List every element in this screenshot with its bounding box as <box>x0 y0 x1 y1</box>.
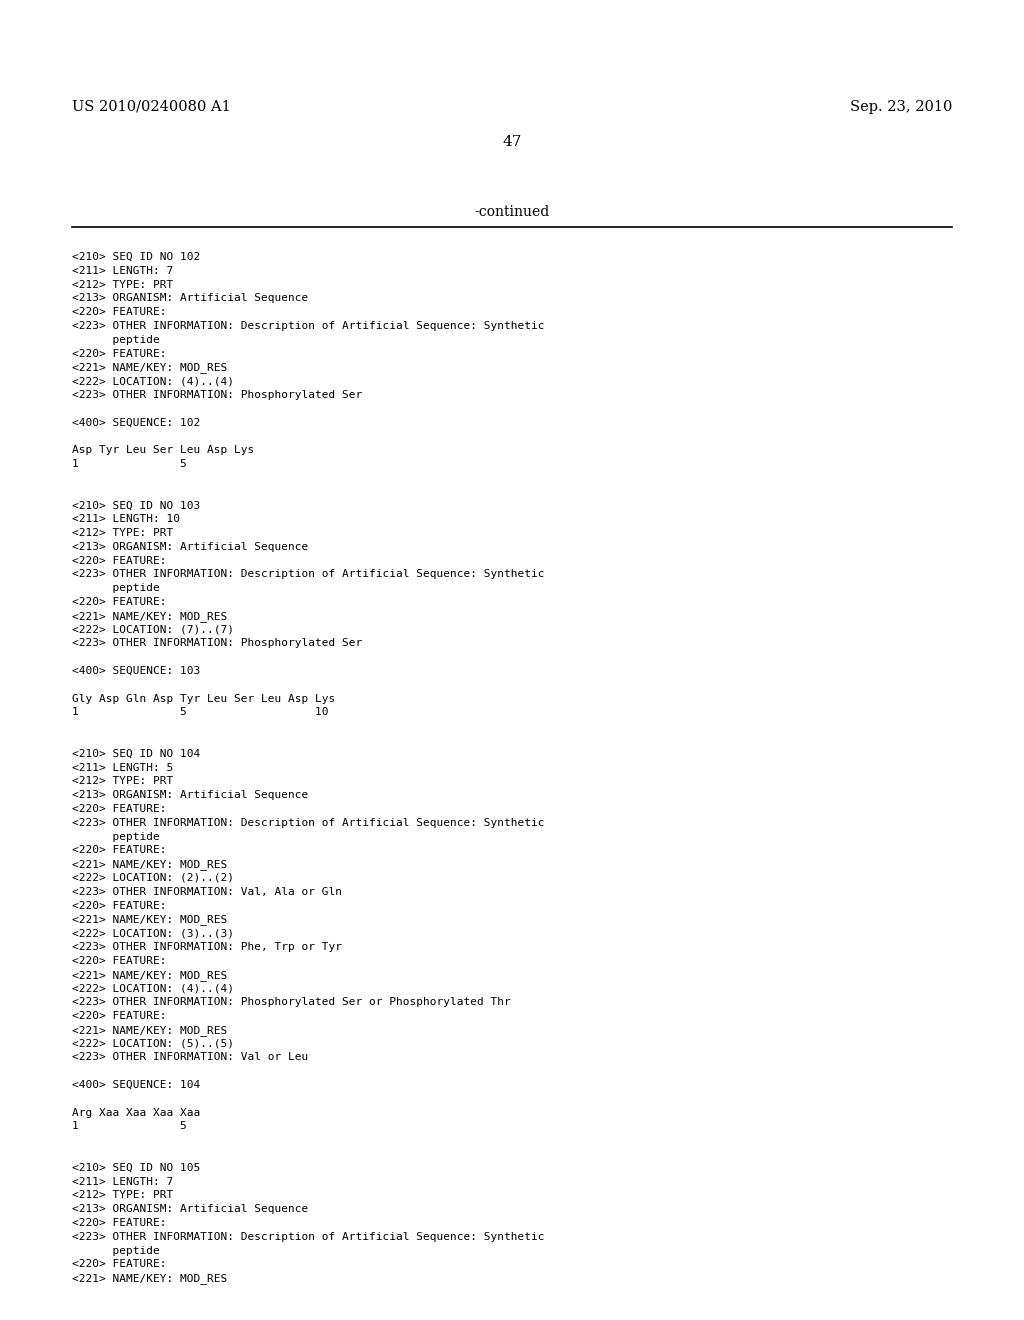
Text: <222> LOCATION: (3)..(3): <222> LOCATION: (3)..(3) <box>72 928 234 939</box>
Text: <212> TYPE: PRT: <212> TYPE: PRT <box>72 776 173 787</box>
Text: 1               5: 1 5 <box>72 1122 186 1131</box>
Text: <220> FEATURE:: <220> FEATURE: <box>72 956 167 966</box>
Text: <221> NAME/KEY: MOD_RES: <221> NAME/KEY: MOD_RES <box>72 1274 227 1284</box>
Text: <222> LOCATION: (2)..(2): <222> LOCATION: (2)..(2) <box>72 873 234 883</box>
Text: <220> FEATURE:: <220> FEATURE: <box>72 1011 167 1020</box>
Text: <220> FEATURE:: <220> FEATURE: <box>72 556 167 565</box>
Text: <212> TYPE: PRT: <212> TYPE: PRT <box>72 280 173 289</box>
Text: <213> ORGANISM: Artificial Sequence: <213> ORGANISM: Artificial Sequence <box>72 541 308 552</box>
Text: <212> TYPE: PRT: <212> TYPE: PRT <box>72 528 173 539</box>
Text: <223> OTHER INFORMATION: Val or Leu: <223> OTHER INFORMATION: Val or Leu <box>72 1052 308 1063</box>
Text: <221> NAME/KEY: MOD_RES: <221> NAME/KEY: MOD_RES <box>72 611 227 622</box>
Text: <222> LOCATION: (7)..(7): <222> LOCATION: (7)..(7) <box>72 624 234 635</box>
Text: <220> FEATURE:: <220> FEATURE: <box>72 845 167 855</box>
Text: <223> OTHER INFORMATION: Phosphorylated Ser or Phosphorylated Thr: <223> OTHER INFORMATION: Phosphorylated … <box>72 997 511 1007</box>
Text: <213> ORGANISM: Artificial Sequence: <213> ORGANISM: Artificial Sequence <box>72 1204 308 1214</box>
Text: <210> SEQ ID NO 103: <210> SEQ ID NO 103 <box>72 500 201 511</box>
Text: -continued: -continued <box>474 205 550 219</box>
Text: <221> NAME/KEY: MOD_RES: <221> NAME/KEY: MOD_RES <box>72 970 227 981</box>
Text: <220> FEATURE:: <220> FEATURE: <box>72 804 167 814</box>
Text: <221> NAME/KEY: MOD_RES: <221> NAME/KEY: MOD_RES <box>72 363 227 374</box>
Text: <221> NAME/KEY: MOD_RES: <221> NAME/KEY: MOD_RES <box>72 859 227 870</box>
Text: Arg Xaa Xaa Xaa Xaa: Arg Xaa Xaa Xaa Xaa <box>72 1107 201 1118</box>
Text: <211> LENGTH: 7: <211> LENGTH: 7 <box>72 265 173 276</box>
Text: 47: 47 <box>503 135 521 149</box>
Text: <222> LOCATION: (4)..(4): <222> LOCATION: (4)..(4) <box>72 983 234 994</box>
Text: <223> OTHER INFORMATION: Description of Artificial Sequence: Synthetic: <223> OTHER INFORMATION: Description of … <box>72 818 545 828</box>
Text: <220> FEATURE:: <220> FEATURE: <box>72 1259 167 1270</box>
Text: peptide: peptide <box>72 583 160 593</box>
Text: Asp Tyr Leu Ser Leu Asp Lys: Asp Tyr Leu Ser Leu Asp Lys <box>72 445 254 455</box>
Text: <220> FEATURE:: <220> FEATURE: <box>72 900 167 911</box>
Text: <212> TYPE: PRT: <212> TYPE: PRT <box>72 1191 173 1200</box>
Text: peptide: peptide <box>72 1246 160 1255</box>
Text: Sep. 23, 2010: Sep. 23, 2010 <box>850 100 952 114</box>
Text: <223> OTHER INFORMATION: Phe, Trp or Tyr: <223> OTHER INFORMATION: Phe, Trp or Tyr <box>72 942 342 952</box>
Text: <220> FEATURE:: <220> FEATURE: <box>72 1218 167 1228</box>
Text: 1               5                   10: 1 5 10 <box>72 708 329 717</box>
Text: <400> SEQUENCE: 104: <400> SEQUENCE: 104 <box>72 1080 201 1090</box>
Text: Gly Asp Gln Asp Tyr Leu Ser Leu Asp Lys: Gly Asp Gln Asp Tyr Leu Ser Leu Asp Lys <box>72 693 335 704</box>
Text: peptide: peptide <box>72 335 160 345</box>
Text: <221> NAME/KEY: MOD_RES: <221> NAME/KEY: MOD_RES <box>72 1024 227 1036</box>
Text: <211> LENGTH: 10: <211> LENGTH: 10 <box>72 515 180 524</box>
Text: <222> LOCATION: (5)..(5): <222> LOCATION: (5)..(5) <box>72 1039 234 1048</box>
Text: <210> SEQ ID NO 102: <210> SEQ ID NO 102 <box>72 252 201 261</box>
Text: <213> ORGANISM: Artificial Sequence: <213> ORGANISM: Artificial Sequence <box>72 791 308 800</box>
Text: <221> NAME/KEY: MOD_RES: <221> NAME/KEY: MOD_RES <box>72 915 227 925</box>
Text: 1               5: 1 5 <box>72 459 186 469</box>
Text: <220> FEATURE:: <220> FEATURE: <box>72 308 167 317</box>
Text: <213> ORGANISM: Artificial Sequence: <213> ORGANISM: Artificial Sequence <box>72 293 308 304</box>
Text: <211> LENGTH: 7: <211> LENGTH: 7 <box>72 1176 173 1187</box>
Text: <223> OTHER INFORMATION: Description of Artificial Sequence: Synthetic: <223> OTHER INFORMATION: Description of … <box>72 321 545 331</box>
Text: <222> LOCATION: (4)..(4): <222> LOCATION: (4)..(4) <box>72 376 234 387</box>
Text: <223> OTHER INFORMATION: Phosphorylated Ser: <223> OTHER INFORMATION: Phosphorylated … <box>72 639 362 648</box>
Text: <223> OTHER INFORMATION: Description of Artificial Sequence: Synthetic: <223> OTHER INFORMATION: Description of … <box>72 1232 545 1242</box>
Text: <220> FEATURE:: <220> FEATURE: <box>72 597 167 607</box>
Text: US 2010/0240080 A1: US 2010/0240080 A1 <box>72 100 230 114</box>
Text: <210> SEQ ID NO 104: <210> SEQ ID NO 104 <box>72 748 201 759</box>
Text: <210> SEQ ID NO 105: <210> SEQ ID NO 105 <box>72 1163 201 1172</box>
Text: <223> OTHER INFORMATION: Val, Ala or Gln: <223> OTHER INFORMATION: Val, Ala or Gln <box>72 887 342 896</box>
Text: <400> SEQUENCE: 103: <400> SEQUENCE: 103 <box>72 667 201 676</box>
Text: <223> OTHER INFORMATION: Description of Artificial Sequence: Synthetic: <223> OTHER INFORMATION: Description of … <box>72 569 545 579</box>
Text: peptide: peptide <box>72 832 160 842</box>
Text: <211> LENGTH: 5: <211> LENGTH: 5 <box>72 763 173 772</box>
Text: <220> FEATURE:: <220> FEATURE: <box>72 348 167 359</box>
Text: <223> OTHER INFORMATION: Phosphorylated Ser: <223> OTHER INFORMATION: Phosphorylated … <box>72 389 362 400</box>
Text: <400> SEQUENCE: 102: <400> SEQUENCE: 102 <box>72 417 201 428</box>
